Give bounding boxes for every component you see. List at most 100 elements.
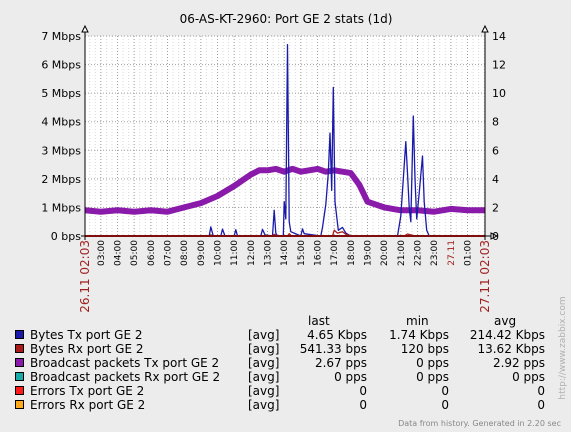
legend-last: 0 — [359, 384, 367, 398]
legend-header-last: last — [308, 314, 330, 328]
x-tick-label: 17:00 — [330, 240, 340, 266]
grid — [85, 35, 485, 237]
y-axis-left-labels: 0 bps 1 Mbps 2 Mbps 3 Mbps 4 Mbps 5 Mbps 6 Mbp… — [41, 30, 81, 243]
y-tick-label-left: 6 Mbps — [41, 59, 81, 72]
watermark: http://www.zabbix.com — [558, 296, 568, 399]
legend-series-name: Bytes Rx port GE 2 — [30, 342, 144, 356]
x-tick-label: 20:00 — [380, 240, 390, 266]
footer-note: Data from history. Generated in 2.20 sec — [398, 419, 561, 428]
legend-row: Bytes Rx port GE 2 [avg] 541.33 bps 120 … — [0, 342, 571, 356]
y-tick-label-left: 5 Mbps — [41, 87, 81, 100]
x-tick-label: 08:00 — [180, 240, 190, 266]
y-tick-label-right: 12 — [492, 59, 506, 72]
legend-last: 0 pps — [334, 370, 367, 384]
series-line-broadcast-packets-tx-port-ge-2 — [84, 165, 485, 215]
legend-series-name: Broadcast packets Rx port GE 2 — [30, 370, 221, 384]
x-tick-label: 13:00 — [264, 240, 274, 266]
legend-last: 0 — [359, 398, 367, 412]
y-tick-label-right: 14 — [492, 30, 506, 43]
y-axis-right-labels: 0 2 4 6 8 10 12 14 — [492, 30, 506, 243]
y-tick-label-right: 6 — [492, 144, 499, 157]
legend-header-avg: avg — [494, 314, 517, 328]
y-tick-label-right: 10 — [492, 87, 506, 100]
legend-func: [avg] — [248, 342, 280, 356]
x-tick-label: 09:00 — [197, 240, 207, 266]
x-axis-arrow — [490, 232, 499, 240]
legend-func: [avg] — [248, 384, 280, 398]
legend-series-name: Broadcast packets Tx port GE 2 — [30, 356, 220, 370]
legend-func: [avg] — [248, 370, 280, 384]
legend-min: 0 — [441, 398, 449, 412]
x-edge-label-start: 26.11 02:03 — [78, 240, 92, 313]
legend-swatch — [15, 400, 24, 409]
legend-series-name: Errors Tx port GE 2 — [30, 384, 145, 398]
legend-func: [avg] — [248, 398, 280, 412]
y-tick-label-left: 0 bps — [51, 230, 81, 243]
y-axis-right-arrow — [481, 24, 489, 33]
y-tick-label-right: 4 — [492, 173, 499, 186]
x-tick-label: 27.11 — [447, 240, 457, 266]
axes — [81, 24, 499, 240]
legend-avg: 214.42 Kbps — [469, 328, 545, 342]
x-tick-label: 22:00 — [414, 240, 424, 266]
x-tick-label: 19:00 — [364, 240, 374, 266]
x-tick-label: 18:00 — [347, 240, 357, 266]
y-axis-left-arrow — [81, 24, 89, 33]
x-tick-label: 07:00 — [164, 240, 174, 266]
x-tick-label: 21:00 — [397, 240, 407, 266]
y-tick-label-right: 0 — [492, 230, 499, 243]
legend-row: Errors Tx port GE 2 [avg] 0 0 0 — [0, 384, 571, 398]
legend-func: [avg] — [248, 328, 280, 342]
x-tick-label: 14:00 — [280, 240, 290, 266]
legend-min: 0 pps — [416, 370, 449, 384]
legend-min: 0 pps — [416, 356, 449, 370]
legend-last: 541.33 bps — [299, 342, 367, 356]
legend-swatch — [15, 358, 24, 367]
legend-swatch — [15, 344, 24, 353]
y-tick-label-left: 3 Mbps — [41, 144, 81, 157]
legend-min: 1.74 Kbps — [389, 328, 449, 342]
legend-swatch — [15, 330, 24, 339]
legend-swatch — [15, 372, 24, 381]
legend-header-min: min — [406, 314, 429, 328]
legend-last: 2.67 pps — [314, 356, 367, 370]
legend-series-name: Errors Rx port GE 2 — [30, 398, 146, 412]
x-axis-labels: 03:00 04:00 05:00 06:00 07:00 08:00 09:00 10:00… — [97, 240, 474, 266]
legend-min: 120 bps — [400, 342, 449, 356]
x-tick-label: 03:00 — [97, 240, 107, 266]
legend-avg: 13.62 Kbps — [477, 342, 545, 356]
x-tick-label: 16:00 — [314, 240, 324, 266]
x-tick-label: 12:00 — [247, 240, 257, 266]
y-tick-label-left: 1 Mbps — [41, 201, 81, 214]
y-tick-label-right: 2 — [492, 201, 499, 214]
x-tick-label: 06:00 — [147, 240, 157, 266]
y-tick-label-left: 2 Mbps — [41, 173, 81, 186]
y-tick-label-right: 8 — [492, 116, 499, 129]
x-tick-label: 05:00 — [130, 240, 140, 266]
chart-title: 06-AS-KT-2960: Port GE 2 stats (1d) — [180, 12, 393, 26]
legend-row: Bytes Tx port GE 2 [avg] 4.65 Kbps 1.74 … — [0, 328, 571, 342]
x-tick-label: 15:00 — [297, 240, 307, 266]
legend-avg: 0 pps — [512, 370, 545, 384]
legend-swatch — [15, 386, 24, 395]
legend-row: Broadcast packets Tx port GE 2 [avg] 2.6… — [0, 356, 571, 370]
legend-avg: 0 — [537, 384, 545, 398]
legend-row: Errors Rx port GE 2 [avg] 0 0 0 — [0, 398, 571, 412]
legend-min: 0 — [441, 384, 449, 398]
legend-avg: 2.92 pps — [492, 356, 545, 370]
x-tick-label: 10:00 — [214, 240, 224, 266]
y-tick-label-left: 7 Mbps — [41, 30, 81, 43]
x-edge-label-end: 27.11 02:03 — [478, 240, 492, 313]
x-tick-label: 01:00 — [464, 240, 474, 266]
legend-avg: 0 — [537, 398, 545, 412]
x-tick-label: 04:00 — [114, 240, 124, 266]
legend-row: Broadcast packets Rx port GE 2 [avg] 0 p… — [0, 370, 571, 384]
legend-last: 4.65 Kbps — [307, 328, 367, 342]
legend-series-name: Bytes Tx port GE 2 — [30, 328, 143, 342]
x-tick-label: 11:00 — [230, 240, 240, 266]
x-tick-label: 23:00 — [430, 240, 440, 266]
legend-func: [avg] — [248, 356, 280, 370]
y-tick-label-left: 4 Mbps — [41, 116, 81, 129]
